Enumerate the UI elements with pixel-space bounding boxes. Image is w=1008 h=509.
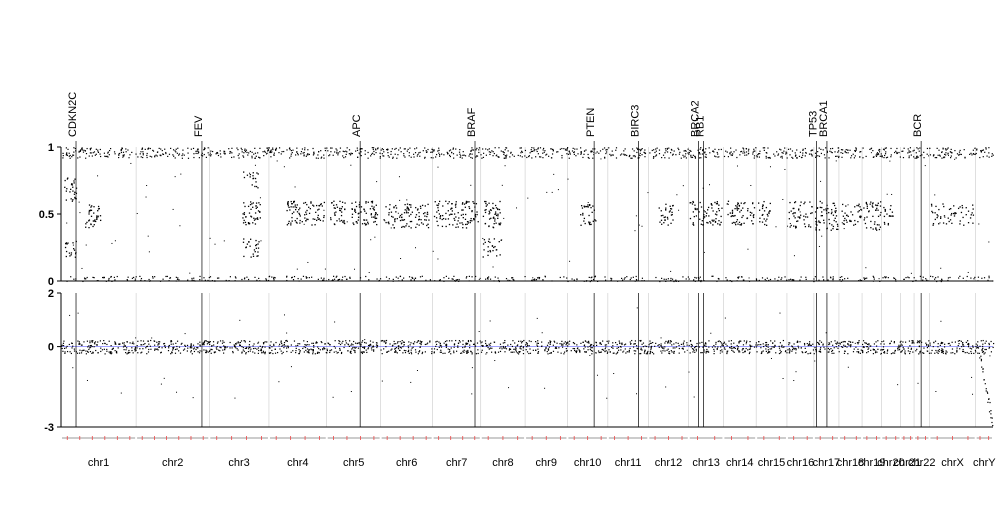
chromosome-label: chr9: [536, 457, 557, 469]
chromosome-label: chr8: [492, 457, 513, 469]
chromosome-label: chr4: [287, 457, 308, 469]
gene-label: BRCA1: [818, 100, 830, 137]
chromosome-label: chr1: [88, 457, 109, 469]
chromosome-label: chrX: [941, 457, 964, 469]
chart-svg: 00.51-302CDKN2CFEVAPCBRAFPTENBIRC3BRCA2R…: [0, 0, 1008, 504]
chromosome-label: chr12: [655, 457, 683, 469]
chromosome-label: chr22: [908, 457, 936, 469]
genome-scatter-chart: 00.51-302CDKN2CFEVAPCBRAFPTENBIRC3BRCA2R…: [0, 0, 1008, 504]
chromosome-label: chr3: [228, 457, 249, 469]
gene-label: APC: [351, 114, 363, 137]
svg-text:0.5: 0.5: [39, 209, 54, 221]
chromosome-label: chr5: [343, 457, 364, 469]
gene-label: BCR: [912, 114, 924, 137]
svg-text:0: 0: [48, 342, 54, 354]
chromosome-label: chr16: [787, 457, 815, 469]
chromosome-label: chrY: [973, 457, 996, 469]
chromosome-label: chr10: [574, 457, 602, 469]
chromosome-label: chr14: [726, 457, 754, 469]
gene-label: BRAF: [466, 107, 478, 137]
gene-label: CDKN2C: [67, 92, 79, 137]
gene-label: PTEN: [585, 108, 597, 137]
svg-text:-3: -3: [44, 422, 54, 434]
svg-text:1: 1: [48, 142, 54, 154]
chromosome-label: chr6: [396, 457, 417, 469]
chromosome-label: chr13: [692, 457, 720, 469]
chromosome-label: chr7: [446, 457, 467, 469]
chromosome-label: chr11: [615, 457, 642, 469]
svg-text:2: 2: [48, 288, 54, 300]
gene-label: FEV: [193, 115, 205, 137]
gene-label: BIRC3: [630, 105, 642, 137]
chromosome-label: chr2: [162, 457, 183, 469]
chromosome-label: chr15: [758, 457, 786, 469]
gene-label: RB1: [695, 116, 707, 137]
svg-text:0: 0: [48, 276, 54, 288]
